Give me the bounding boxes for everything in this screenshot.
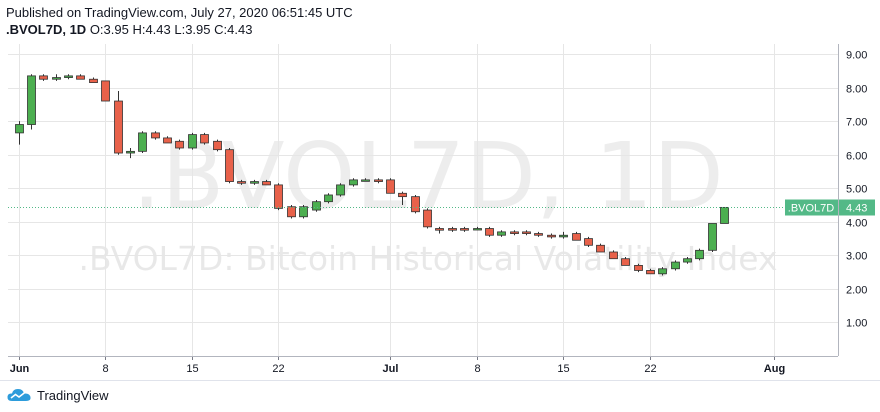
candle-body: [386, 179, 395, 194]
candle-body: [485, 228, 494, 236]
candle-body: [76, 75, 85, 80]
candle-body: [398, 192, 407, 198]
candle-body: [658, 268, 667, 275]
candle-body: [213, 140, 222, 151]
y-tick-label: 5.00: [846, 184, 867, 196]
published-text: Published on TradingView.com, July 27, 2…: [6, 5, 353, 20]
symbol-ohlc-header: .BVOL7D, 1D O:3.95 H:4.43 L:3.95 C:4.43: [6, 22, 252, 37]
candle-body: [64, 75, 73, 78]
candle-body: [522, 231, 531, 234]
candle-body: [349, 179, 358, 186]
tradingview-brand: TradingView: [37, 387, 109, 403]
x-tick-label: 8: [102, 363, 108, 375]
grid: [8, 44, 838, 356]
x-tick-label: 8: [474, 363, 480, 375]
candle-body: [336, 184, 345, 196]
candle-body: [52, 77, 61, 80]
last-price-value: 4.43: [846, 203, 867, 215]
axes: 1.00 2.00 3.00 4.00 5.00 6.00 7.00 8.00 9.00 Jun 8…: [0, 44, 880, 381]
x-tick-label: 15: [557, 363, 569, 375]
last-price-symbol-box: [785, 199, 838, 216]
candle-body: [126, 150, 135, 154]
y-tick-label: 6.00: [846, 151, 867, 163]
candle-body: [361, 179, 370, 182]
candle-body: [15, 124, 24, 134]
symbol-label: .BVOL7D, 1D: [6, 22, 87, 37]
candle-body: [324, 194, 333, 203]
candle-body: [200, 134, 209, 144]
candle-body: [114, 100, 123, 154]
candle-body: [312, 201, 321, 211]
candle-body: [101, 80, 110, 102]
tradingview-logo[interactable]: TradingView: [6, 385, 109, 405]
tradingview-cloud-icon: [7, 389, 31, 401]
x-tick-label: 22: [644, 363, 656, 375]
candle-body: [596, 244, 605, 253]
candle-body: [89, 78, 98, 83]
last-price-value-box: [839, 199, 875, 216]
y-tick-label: 3.00: [846, 251, 867, 263]
candle-body: [39, 75, 48, 80]
candle-body: [448, 228, 457, 231]
candle-body: [175, 140, 184, 149]
candle-body: [274, 184, 283, 209]
candle-body: [250, 181, 259, 184]
y-tick-label: 9.00: [846, 50, 867, 62]
candle-body: [374, 179, 383, 182]
candle-body: [609, 251, 618, 260]
candle-body: [559, 234, 568, 238]
candle-body: [695, 249, 704, 260]
candle-body: [584, 238, 593, 246]
candle-body: [683, 258, 692, 263]
candle-body: [435, 228, 444, 231]
candle-body: [510, 231, 519, 234]
y-tick-label: 8.00: [846, 84, 867, 96]
candle-body: [534, 233, 543, 236]
candle-body: [237, 181, 246, 184]
candle-body: [720, 206, 729, 224]
candle-body: [287, 206, 296, 218]
candle-body: [138, 132, 147, 152]
candle-body: [188, 134, 197, 149]
y-tick-label: 2.00: [846, 285, 867, 297]
candle-body: [572, 233, 581, 241]
x-tick-label: Jun: [10, 363, 30, 375]
candle-body: [646, 270, 655, 275]
x-tick-label: Jul: [383, 363, 399, 375]
candle-body: [163, 137, 172, 144]
candles: [15, 74, 729, 276]
watermark-line-2: .BVOL7D: Bitcoin Historical Volatility I…: [78, 239, 777, 278]
candle-body: [27, 75, 36, 125]
candle-body: [621, 258, 630, 266]
candle-body: [423, 209, 432, 228]
y-tick-label: 4.00: [846, 218, 867, 230]
candle-body: [262, 181, 271, 186]
candle-body: [473, 228, 482, 231]
candle-body: [671, 261, 680, 270]
ohlc-values: O:3.95 H:4.43 L:3.95 C:4.43: [89, 22, 253, 37]
x-tick-label: 15: [186, 363, 198, 375]
candle-body: [634, 265, 643, 271]
y-tick-label: 1.00: [846, 318, 867, 330]
candle-body: [225, 149, 234, 182]
candle-body: [151, 132, 160, 139]
candle-body: [299, 206, 308, 218]
candle-body: [460, 228, 469, 231]
x-tick-label: 22: [272, 363, 284, 375]
candle-body: [411, 196, 420, 213]
candle-body: [547, 234, 556, 238]
x-tick-label: Aug: [764, 363, 785, 375]
candle-body: [708, 223, 717, 251]
last-price-symbol: .BVOL7D: [788, 203, 835, 215]
y-tick-label: 7.00: [846, 117, 867, 129]
candle-body: [497, 231, 506, 236]
